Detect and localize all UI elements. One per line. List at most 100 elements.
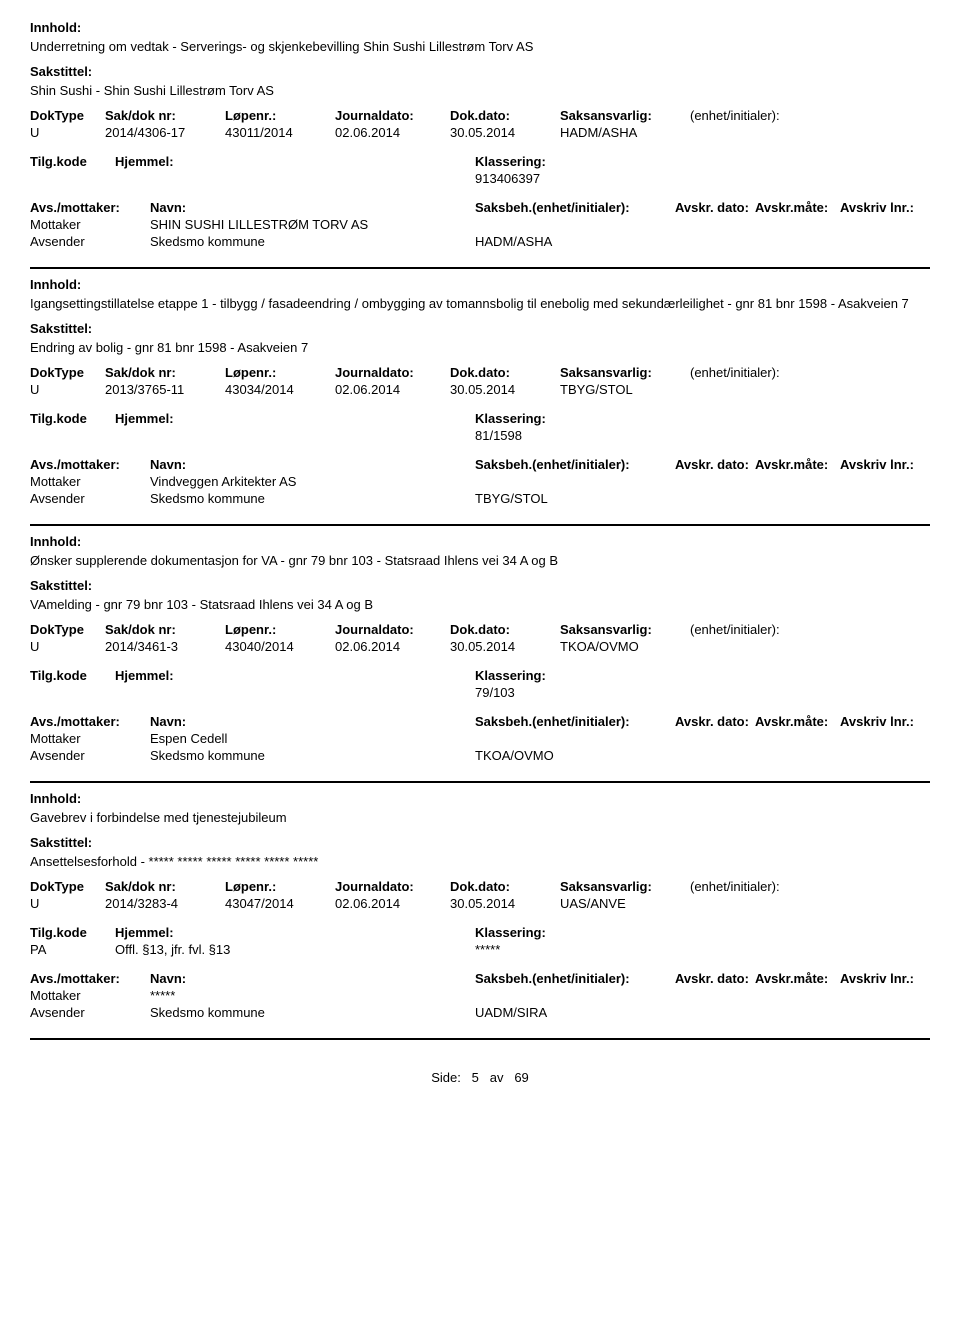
mottaker-navn: Vindveggen Arkitekter AS bbox=[150, 474, 475, 489]
sakdok-header: Sak/dok nr: bbox=[105, 365, 225, 380]
enhet-header: (enhet/initialer): bbox=[690, 108, 820, 123]
avsender-row: Avsender Skedsmo kommune UADM/SIRA bbox=[30, 1005, 930, 1020]
meta-header-row: DokType Sak/dok nr: Løpenr.: Journaldato… bbox=[30, 365, 930, 380]
avskrdato-header: Avskr. dato: bbox=[675, 200, 755, 215]
saksbeh-header: Saksbeh.(enhet/initialer): bbox=[475, 200, 675, 215]
saksbeh-value: HADM/ASHA bbox=[475, 234, 675, 249]
mottaker-label: Mottaker bbox=[30, 217, 150, 232]
avs-header-row: Avs./mottaker: Navn: Saksbeh.(enhet/init… bbox=[30, 200, 930, 215]
saksansvarlig-header: Saksansvarlig: bbox=[560, 365, 690, 380]
av-label: av bbox=[490, 1070, 504, 1085]
navn-header: Navn: bbox=[150, 200, 475, 215]
klassering-header: Klassering: bbox=[475, 668, 725, 683]
avsender-label: Avsender bbox=[30, 491, 150, 506]
klassering-value: 79/103 bbox=[475, 685, 725, 700]
sakdok-header: Sak/dok nr: bbox=[105, 108, 225, 123]
avskrmate-header: Avskr.måte: bbox=[755, 714, 840, 729]
saksbeh-value: UADM/SIRA bbox=[475, 1005, 675, 1020]
saksbeh-header: Saksbeh.(enhet/initialer): bbox=[475, 714, 675, 729]
meta-data-row: U 2014/3461-3 43040/2014 02.06.2014 30.0… bbox=[30, 639, 930, 654]
doktype-value: U bbox=[30, 382, 105, 397]
innhold-text: Gavebrev i forbindelse med tjenestejubil… bbox=[30, 810, 930, 825]
avskrdato-header: Avskr. dato: bbox=[675, 714, 755, 729]
avs-header-row: Avs./mottaker: Navn: Saksbeh.(enhet/init… bbox=[30, 714, 930, 729]
page-footer: Side: 5 av 69 bbox=[30, 1070, 930, 1085]
avsender-label: Avsender bbox=[30, 234, 150, 249]
doktype-header: DokType bbox=[30, 108, 105, 123]
klassering-header: Klassering: bbox=[475, 411, 725, 426]
lopenr-header: Løpenr.: bbox=[225, 365, 335, 380]
navn-header: Navn: bbox=[150, 971, 475, 986]
page-current: 5 bbox=[472, 1070, 479, 1085]
mottaker-row: Mottaker SHIN SUSHI LILLESTRØM TORV AS bbox=[30, 217, 930, 232]
innhold-label: Innhold: bbox=[30, 791, 930, 806]
dokdato-value: 30.05.2014 bbox=[450, 382, 560, 397]
innhold-label: Innhold: bbox=[30, 277, 930, 292]
avskrdato-header: Avskr. dato: bbox=[675, 457, 755, 472]
enhet-header: (enhet/initialer): bbox=[690, 879, 820, 894]
journal-record: Innhold: Underretning om vedtak - Server… bbox=[30, 20, 930, 269]
sakdok-value: 2014/4306-17 bbox=[105, 125, 225, 140]
sakdok-value: 2014/3461-3 bbox=[105, 639, 225, 654]
mottaker-row: Mottaker Vindveggen Arkitekter AS bbox=[30, 474, 930, 489]
hjemmel-header: Hjemmel: bbox=[115, 154, 475, 169]
tilgkode-header: Tilg.kode bbox=[30, 154, 115, 169]
navn-header: Navn: bbox=[150, 457, 475, 472]
tilgkode-header: Tilg.kode bbox=[30, 668, 115, 683]
doktype-header: DokType bbox=[30, 879, 105, 894]
sakstittel-label: Sakstittel: bbox=[30, 321, 930, 336]
tilg-data-row: PA Offl. §13, jfr. fvl. §13 ***** bbox=[30, 942, 930, 957]
doktype-header: DokType bbox=[30, 365, 105, 380]
side-label: Side: bbox=[431, 1070, 461, 1085]
hjemmel-header: Hjemmel: bbox=[115, 925, 475, 940]
tilg-data-row: 913406397 bbox=[30, 171, 930, 186]
avsender-navn: Skedsmo kommune bbox=[150, 234, 475, 249]
avskrivlnr-header: Avskriv lnr.: bbox=[840, 200, 930, 215]
avs-header-row: Avs./mottaker: Navn: Saksbeh.(enhet/init… bbox=[30, 457, 930, 472]
journaldato-header: Journaldato: bbox=[335, 622, 450, 637]
avsender-navn: Skedsmo kommune bbox=[150, 1005, 475, 1020]
sakstittel-label: Sakstittel: bbox=[30, 578, 930, 593]
avskrivlnr-header: Avskriv lnr.: bbox=[840, 714, 930, 729]
tilgkode-value bbox=[30, 685, 115, 700]
avsmottaker-header: Avs./mottaker: bbox=[30, 457, 150, 472]
avsmottaker-header: Avs./mottaker: bbox=[30, 200, 150, 215]
hjemmel-value: Offl. §13, jfr. fvl. §13 bbox=[115, 942, 475, 957]
mottaker-navn: Espen Cedell bbox=[150, 731, 475, 746]
innhold-text: Ønsker supplerende dokumentasjon for VA … bbox=[30, 553, 930, 568]
klassering-header: Klassering: bbox=[475, 154, 725, 169]
journaldato-value: 02.06.2014 bbox=[335, 896, 450, 911]
saksbeh-value: TBYG/STOL bbox=[475, 491, 675, 506]
avskrivlnr-header: Avskriv lnr.: bbox=[840, 457, 930, 472]
hjemmel-value bbox=[115, 171, 475, 186]
dokdato-value: 30.05.2014 bbox=[450, 125, 560, 140]
avskrmate-header: Avskr.måte: bbox=[755, 200, 840, 215]
avskrmate-header: Avskr.måte: bbox=[755, 971, 840, 986]
avs-header-row: Avs./mottaker: Navn: Saksbeh.(enhet/init… bbox=[30, 971, 930, 986]
saksansvarlig-value: TKOA/OVMO bbox=[560, 639, 690, 654]
saksansvarlig-value: TBYG/STOL bbox=[560, 382, 690, 397]
sakstittel-label: Sakstittel: bbox=[30, 64, 930, 79]
hjemmel-value bbox=[115, 685, 475, 700]
tilgkode-header: Tilg.kode bbox=[30, 411, 115, 426]
klassering-value: ***** bbox=[475, 942, 725, 957]
innhold-label: Innhold: bbox=[30, 20, 930, 35]
avskrdato-header: Avskr. dato: bbox=[675, 971, 755, 986]
meta-data-row: U 2014/4306-17 43011/2014 02.06.2014 30.… bbox=[30, 125, 930, 140]
tilgkode-value bbox=[30, 171, 115, 186]
saksbeh-value: TKOA/OVMO bbox=[475, 748, 675, 763]
sakdok-value: 2013/3765-11 bbox=[105, 382, 225, 397]
tilg-header-row: Tilg.kode Hjemmel: Klassering: bbox=[30, 925, 930, 940]
hjemmel-header: Hjemmel: bbox=[115, 411, 475, 426]
lopenr-value: 43040/2014 bbox=[225, 639, 335, 654]
dokdato-header: Dok.dato: bbox=[450, 879, 560, 894]
innhold-label: Innhold: bbox=[30, 534, 930, 549]
meta-data-row: U 2013/3765-11 43034/2014 02.06.2014 30.… bbox=[30, 382, 930, 397]
avsender-navn: Skedsmo kommune bbox=[150, 748, 475, 763]
journaldato-value: 02.06.2014 bbox=[335, 125, 450, 140]
enhet-header: (enhet/initialer): bbox=[690, 622, 820, 637]
sakstittel-text: VAmelding - gnr 79 bnr 103 - Statsraad I… bbox=[30, 597, 930, 612]
dokdato-value: 30.05.2014 bbox=[450, 639, 560, 654]
sakstittel-label: Sakstittel: bbox=[30, 835, 930, 850]
lopenr-header: Løpenr.: bbox=[225, 879, 335, 894]
